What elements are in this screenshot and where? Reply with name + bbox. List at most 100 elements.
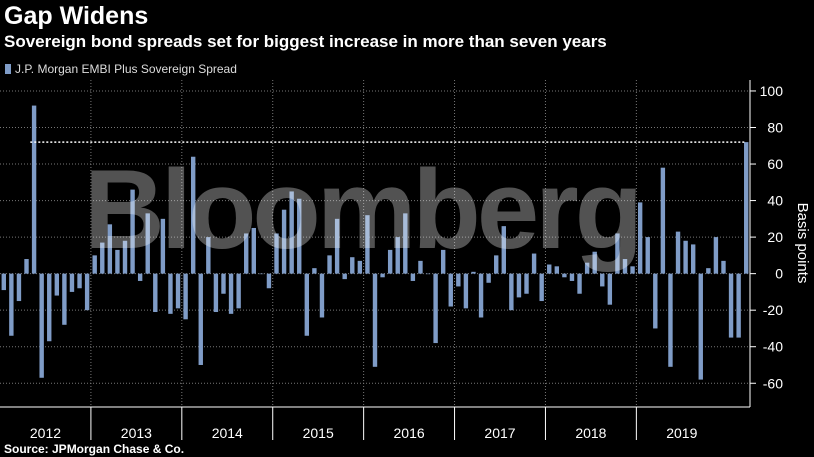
bar: [221, 273, 226, 294]
bar: [418, 260, 423, 274]
bar: [319, 273, 325, 318]
bar: [168, 273, 173, 314]
bar: [706, 268, 711, 274]
bar: [274, 233, 279, 274]
bar: [554, 266, 560, 274]
x-tick-label: 2018: [575, 425, 606, 441]
bar: [698, 273, 703, 380]
bar: [54, 273, 60, 296]
bar: [728, 273, 734, 338]
x-tick-labels: 2012 2013 2014 2015 2016 2017 2018 2019: [30, 425, 698, 441]
x-tick-label: 2013: [121, 425, 152, 441]
bar: [380, 273, 385, 278]
bar: [206, 237, 211, 274]
bar: [630, 266, 635, 274]
x-tick-label: 2016: [394, 425, 425, 441]
bar: [137, 273, 143, 281]
bar: [668, 273, 673, 367]
bar: [645, 237, 650, 274]
bar: [175, 273, 181, 309]
bar: [615, 233, 620, 274]
bar: [471, 271, 476, 274]
bar: [501, 226, 506, 274]
bar: [736, 273, 741, 338]
bar: [153, 273, 158, 313]
bar: [456, 273, 461, 287]
bar: [478, 273, 484, 318]
bar: [387, 249, 393, 274]
bar: [304, 273, 310, 336]
y-tick-label: 100: [760, 83, 784, 99]
bar: [531, 253, 537, 274]
bar: [236, 273, 241, 309]
bar: [683, 240, 688, 274]
bar: [721, 260, 726, 274]
legend-swatch: [5, 64, 11, 74]
bar: [494, 255, 499, 274]
y-tick-labels: 100 80 60 40 20 0 -20 -40 -60: [760, 83, 784, 391]
bar: [524, 273, 529, 294]
bar: [577, 273, 582, 294]
bar: [350, 257, 355, 274]
x-tick-label: 2019: [666, 425, 697, 441]
bar: [516, 273, 522, 298]
bar: [539, 273, 544, 302]
bar: [562, 273, 567, 278]
bar: [107, 224, 113, 274]
bar: [675, 231, 681, 274]
bar: [365, 215, 370, 274]
bar: [486, 273, 491, 283]
bar: [145, 213, 150, 274]
y-tick-label: 60: [767, 156, 783, 172]
bar: [690, 244, 696, 274]
axes: [0, 80, 756, 440]
legend: J.P. Morgan EMBI Plus Sovereign Spread: [5, 62, 237, 76]
bars: [1, 105, 749, 380]
bar: [39, 273, 44, 378]
bar: [547, 264, 552, 274]
y-tick-label: -40: [763, 339, 783, 355]
bar: [289, 191, 294, 274]
bar: [440, 249, 446, 274]
y-axis-label: Basis points: [794, 203, 811, 284]
bar: [653, 273, 658, 329]
bar: [660, 167, 666, 274]
bar: [9, 273, 14, 336]
bar: [312, 268, 317, 274]
y-tick-label: 40: [767, 193, 783, 209]
bar: [69, 273, 75, 292]
bar: [403, 213, 408, 274]
bar: [228, 273, 234, 314]
bar: [342, 273, 347, 280]
bar: [47, 273, 52, 342]
bar: [607, 273, 613, 305]
bar: [744, 142, 749, 274]
bar: [281, 209, 287, 274]
bar: [130, 189, 135, 274]
bar: [244, 233, 249, 274]
bar: [569, 273, 575, 281]
x-tick-label: 2017: [484, 425, 515, 441]
bar: [259, 273, 264, 275]
x-tick-label: 2014: [212, 425, 243, 441]
bar: [92, 255, 97, 274]
bar: [24, 259, 29, 274]
bar: [122, 240, 128, 274]
bar: [410, 273, 416, 281]
bar: [509, 273, 514, 311]
bar: [31, 105, 37, 274]
bar: [395, 237, 400, 274]
bar: [84, 273, 90, 311]
y-tick-label: -20: [763, 302, 783, 318]
bar: [213, 273, 219, 313]
bar: [334, 218, 340, 274]
bar: [100, 242, 105, 274]
chart-title: Gap Widens: [4, 2, 149, 30]
bar: [77, 273, 82, 289]
bar: [160, 218, 166, 274]
bar: [600, 273, 605, 287]
bar: [327, 255, 332, 274]
y-tick-label: 80: [767, 119, 783, 135]
bar: [463, 273, 469, 309]
